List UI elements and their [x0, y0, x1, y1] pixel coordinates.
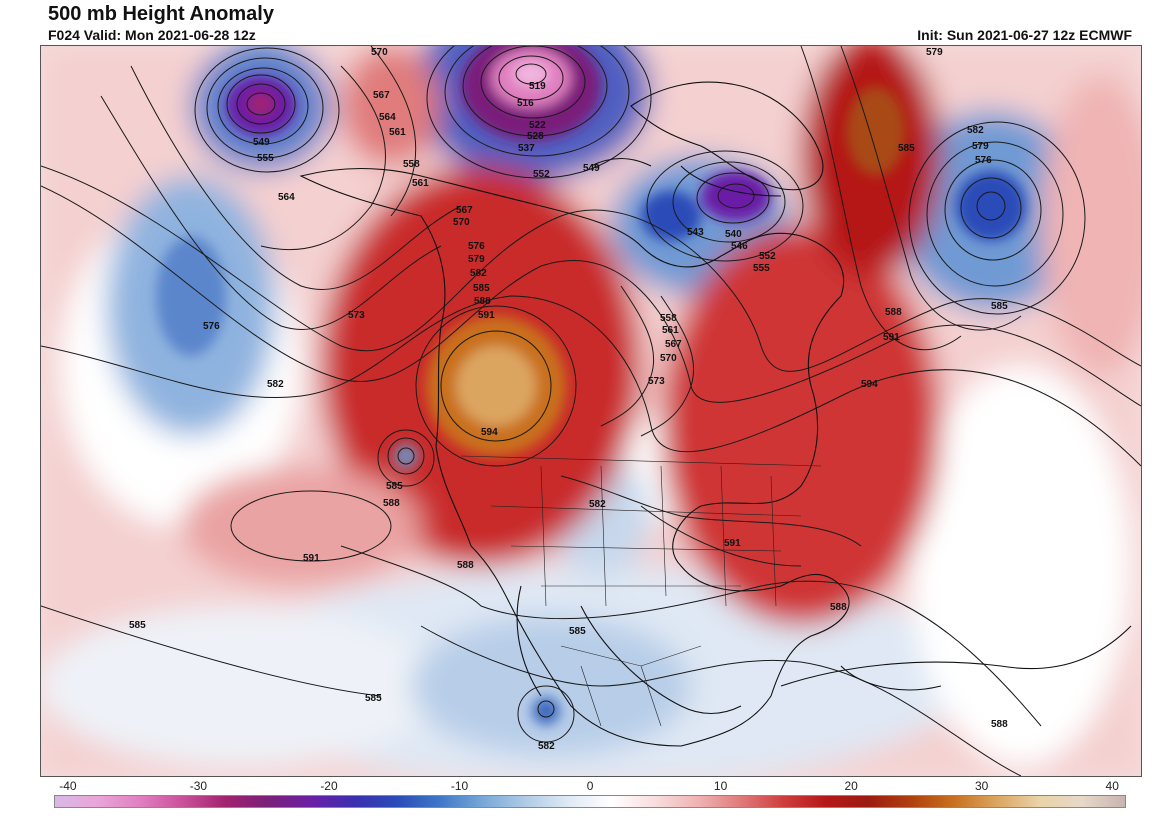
contour-label: 585 — [386, 481, 403, 492]
contour-label: 588 — [830, 602, 847, 613]
anomaly-cores — [156, 46, 1026, 725]
valid-time: F024 Valid: Mon 2021-06-28 12z — [48, 27, 256, 43]
colorbar — [54, 795, 1126, 808]
contour-label: 549 — [253, 137, 270, 148]
contour-label: 516 — [517, 98, 534, 109]
contour-label: 573 — [648, 376, 665, 387]
contour-label: 540 — [725, 229, 742, 240]
contour-label: 588 — [474, 296, 491, 307]
contour-label: 588 — [457, 560, 474, 571]
anomaly-shading — [41, 46, 1141, 776]
contour-label: 576 — [975, 155, 992, 166]
contour-label: 588 — [383, 498, 400, 509]
contour-label: 585 — [898, 143, 915, 154]
contour-label: 552 — [759, 251, 776, 262]
colorbar-tick: 40 — [1105, 779, 1119, 793]
contour-label: 582 — [589, 499, 606, 510]
init-time: Init: Sun 2021-06-27 12z ECMWF — [917, 27, 1132, 43]
contour-label: 582 — [470, 268, 487, 279]
contour-label: 591 — [724, 538, 741, 549]
contour-label: 552 — [533, 169, 550, 180]
contour-label: 591 — [303, 553, 320, 564]
contour-label: 585 — [991, 301, 1008, 312]
state-borders — [460, 455, 822, 727]
contour-label: 588 — [991, 719, 1008, 730]
contour-label: 549 — [583, 163, 600, 174]
contour-label: 594 — [481, 427, 498, 438]
contour-label: 567 — [456, 205, 473, 216]
contour-label: 576 — [203, 321, 220, 332]
contour-label: 585 — [129, 620, 146, 631]
contour-label: 567 — [665, 339, 682, 350]
contour-label: 579 — [926, 47, 943, 58]
contour-label: 564 — [278, 192, 295, 203]
colorbar-tick: 20 — [844, 779, 858, 793]
colorbar-ticks: -40 -30 -20 -10 0 10 20 30 40 — [54, 779, 1124, 793]
contour-labels: 570 567 564 561 558 555 549 516 519 522 … — [129, 47, 1008, 752]
colorbar-tick: -30 — [189, 779, 208, 793]
contour-label: 561 — [662, 325, 679, 336]
contour-label: 576 — [468, 241, 485, 252]
contour-label: 567 — [373, 90, 390, 101]
contour-label: 558 — [403, 159, 420, 170]
contour-label: 570 — [453, 217, 470, 228]
contour-label: 588 — [885, 307, 902, 318]
contour-label: 561 — [412, 178, 429, 189]
colorbar-tick: 0 — [586, 779, 594, 793]
map-title: 500 mb Height Anomaly — [48, 3, 274, 25]
colorbar-tick: -10 — [450, 779, 469, 793]
colorbar-tick: -20 — [320, 779, 338, 793]
contour-label: 546 — [731, 241, 748, 252]
colorbar-tick: 30 — [975, 779, 989, 793]
contour-label: 585 — [569, 626, 586, 637]
height-contours — [41, 46, 1141, 776]
colorbar-tick: -40 — [59, 779, 77, 793]
contour-label: 561 — [389, 127, 406, 138]
contour-label: 543 — [687, 227, 704, 238]
contour-label: 585 — [473, 283, 490, 294]
contour-label: 537 — [518, 143, 535, 154]
contour-label: 591 — [883, 332, 900, 343]
contour-label: 591 — [478, 310, 495, 321]
contour-label: 585 — [365, 693, 382, 704]
contour-label: 519 — [529, 81, 546, 92]
contour-label: 579 — [468, 254, 485, 265]
contour-label: 582 — [967, 125, 984, 136]
contour-label: 570 — [371, 47, 388, 58]
contour-label: 555 — [753, 263, 770, 274]
contour-label: 573 — [348, 310, 365, 321]
contour-label: 594 — [861, 379, 878, 390]
map-canvas: 570 567 564 561 558 555 549 516 519 522 … — [41, 46, 1141, 776]
contour-label: 558 — [660, 313, 677, 324]
contour-label: 579 — [972, 141, 989, 152]
contour-label: 555 — [257, 153, 274, 164]
colorbar-tick: 10 — [713, 779, 728, 793]
contour-label: 528 — [527, 131, 544, 142]
contour-label: 564 — [379, 112, 396, 123]
contour-label: 582 — [267, 379, 284, 390]
contour-label: 522 — [529, 120, 546, 131]
contour-label: 582 — [538, 741, 555, 752]
contour-label: 570 — [660, 353, 677, 364]
anomaly-map: 570 567 564 561 558 555 549 516 519 522 … — [40, 45, 1142, 777]
